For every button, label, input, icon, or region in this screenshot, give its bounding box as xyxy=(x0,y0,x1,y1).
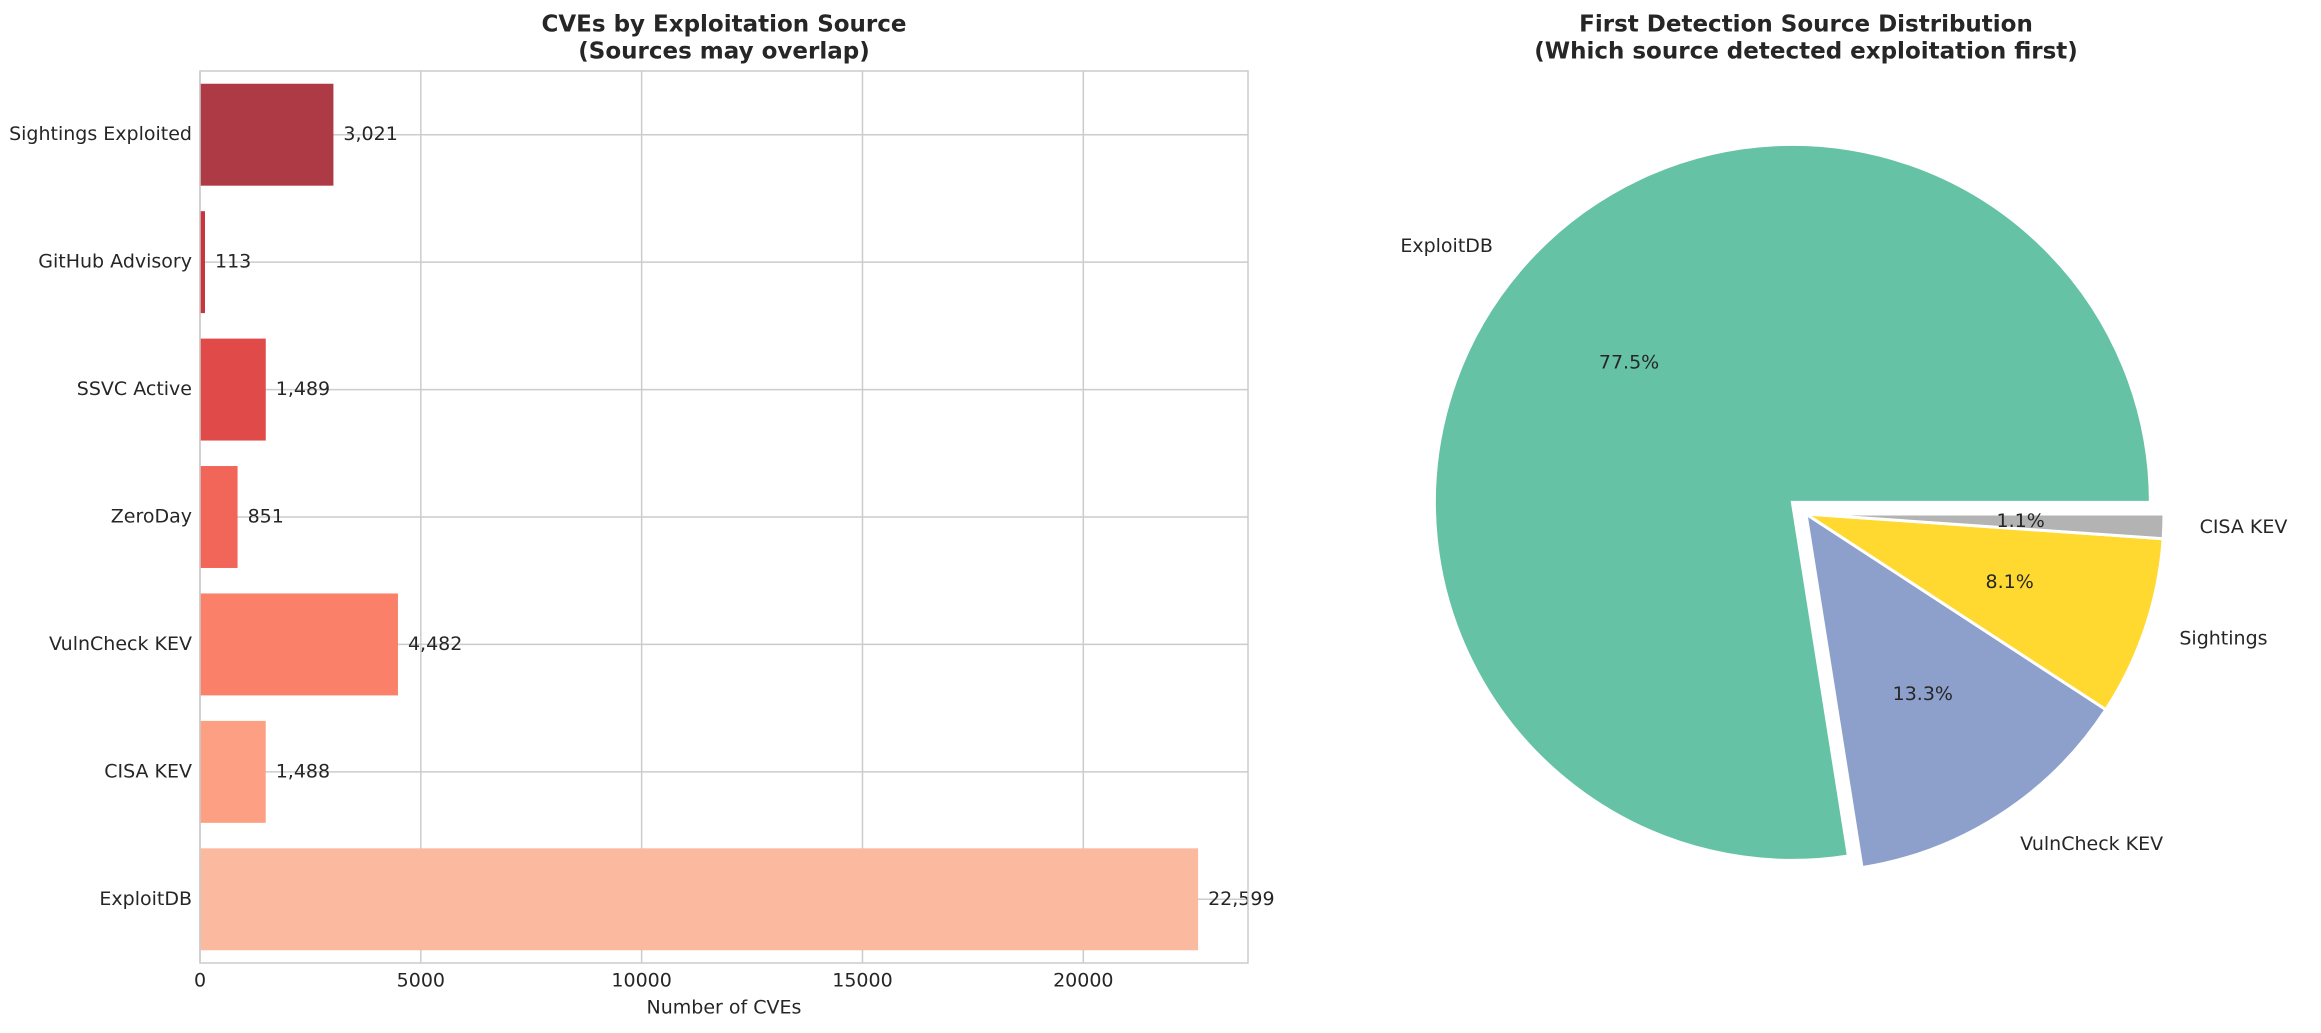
value-label: 22,599 xyxy=(1208,888,1274,910)
pie-slice xyxy=(1803,510,2108,870)
y-tick-label: CISA KEV xyxy=(104,760,192,782)
bar xyxy=(200,848,1199,951)
x-tick-label: 0 xyxy=(194,970,206,992)
y-tick-label: ZeroDay xyxy=(111,506,192,528)
slice-label: ExploitDB xyxy=(1400,235,1493,257)
slice-label: CISA KEV xyxy=(2200,516,2288,538)
y-tick-label: Sightings Exploited xyxy=(9,123,192,145)
bar xyxy=(200,338,266,441)
value-label: 113 xyxy=(215,251,251,273)
bar xyxy=(200,720,266,823)
slice-percent: 8.1% xyxy=(1986,571,2034,593)
slice-percent: 1.1% xyxy=(1997,510,2045,532)
plot-frame xyxy=(199,70,1249,964)
y-tick-label: SSVC Active xyxy=(77,378,192,400)
x-axis-label: Number of CVEs xyxy=(647,997,802,1019)
value-label: 1,488 xyxy=(276,760,330,782)
pie-slice xyxy=(1805,512,2166,541)
bar xyxy=(200,211,205,314)
y-tick-label: GitHub Advisory xyxy=(38,251,192,273)
slice-percent: 13.3% xyxy=(1893,683,1953,705)
y-tick-label: ExploitDB xyxy=(99,888,192,910)
x-tick-label: 20000 xyxy=(1053,970,1113,992)
x-tick-label: 10000 xyxy=(611,970,671,992)
value-label: 3,021 xyxy=(343,123,397,145)
pie-slice xyxy=(1800,512,2165,712)
chart-title: CVEs by Exploitation Source xyxy=(541,12,906,38)
chart-subtitle: (Sources may overlap) xyxy=(578,39,869,65)
y-tick-label: VulnCheck KEV xyxy=(49,633,192,655)
chart-title: First Detection Source Distribution xyxy=(1579,12,2033,38)
value-label: 851 xyxy=(248,506,284,528)
bar xyxy=(200,593,398,696)
value-label: 1,489 xyxy=(276,378,330,400)
value-label: 4,482 xyxy=(408,633,462,655)
bar xyxy=(200,466,238,568)
chart-subtitle: (Which source detected exploitation firs… xyxy=(1534,39,2078,65)
bar xyxy=(200,83,334,186)
slice-percent: 77.5% xyxy=(1599,351,1659,373)
x-tick-label: 5000 xyxy=(397,970,445,992)
slice-label: VulnCheck KEV xyxy=(2020,833,2163,855)
x-tick-label: 15000 xyxy=(832,970,892,992)
pie-slice xyxy=(1432,142,2152,862)
slice-label: Sightings xyxy=(2179,628,2267,650)
